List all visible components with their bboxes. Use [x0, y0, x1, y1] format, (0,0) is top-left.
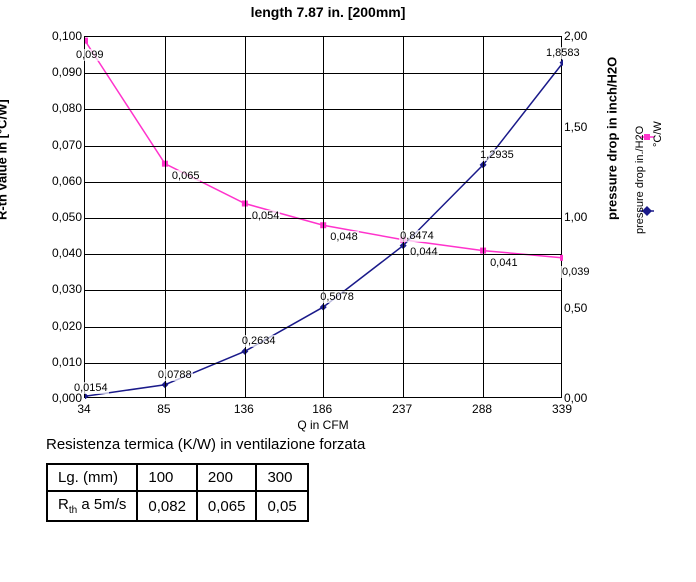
legend-label: pressure drop in./H2O	[634, 126, 646, 234]
y-right-axis-label: pressure drop in inch/H2O	[605, 57, 620, 220]
y-left-tick-label: 0,090	[40, 65, 82, 79]
table-cell: 0,065	[197, 491, 257, 521]
data-point-label: 0,041	[489, 257, 519, 269]
chart-legend: °C/W pressure drop in./H2O	[640, 130, 696, 260]
data-point-label: 0,8474	[399, 230, 435, 242]
data-point-label: 0,048	[329, 231, 359, 243]
x-tick-label: 85	[157, 402, 170, 416]
legend-label: °C/W	[652, 121, 664, 147]
x-tick-label: 186	[312, 402, 332, 416]
x-axis-label: Q in CFM	[84, 418, 562, 432]
y-right-tick-label: 0,00	[564, 391, 587, 405]
y-left-tick-label: 0,100	[40, 29, 82, 43]
page: length 7.87 in. [200mm] R-th value in [°…	[0, 0, 696, 522]
x-tick-label: 237	[392, 402, 412, 416]
table-cell: 100	[137, 464, 197, 491]
y-right-tick-label: 2,00	[564, 29, 587, 43]
data-point-label: 1,2935	[479, 149, 515, 161]
y-left-tick-label: 0,060	[40, 174, 82, 188]
x-tick-label: 136	[234, 402, 254, 416]
table-cell: Rth a 5m/s	[47, 491, 137, 521]
data-table: Lg. (mm) 100 200 300 Rth a 5m/s 0,082 0,…	[46, 463, 309, 522]
data-point-label: 0,5078	[319, 291, 355, 303]
data-point-label: 0,2634	[241, 335, 277, 347]
y-right-tick-label: 1,00	[564, 210, 587, 224]
data-point-label: 0,039	[561, 266, 591, 278]
y-left-tick-label: 0,000	[40, 391, 82, 405]
y-right-tick-label: 1,50	[564, 120, 587, 134]
table-cell: 200	[197, 464, 257, 491]
y-left-tick-label: 0,070	[40, 138, 82, 152]
x-tick-label: 288	[472, 402, 492, 416]
data-point-label: 1,8583	[545, 47, 581, 59]
data-point-label: 0,099	[75, 49, 105, 61]
table-cell: 0,05	[256, 491, 307, 521]
table-row: Lg. (mm) 100 200 300	[47, 464, 308, 491]
data-point-label: 0,0788	[157, 369, 193, 381]
y-right-tick-label: 0,50	[564, 301, 587, 315]
y-left-tick-label: 0,050	[40, 210, 82, 224]
y-left-tick-label: 0,010	[40, 355, 82, 369]
legend-item-pdrop: pressure drop in./H2O	[640, 204, 696, 230]
y-left-tick-label: 0,020	[40, 319, 82, 333]
table-cell: Lg. (mm)	[47, 464, 137, 491]
data-point-label: 0,044	[409, 246, 439, 258]
y-left-tick-label: 0,080	[40, 101, 82, 115]
y-left-tick-label: 0,030	[40, 282, 82, 296]
plot-area: 0,0990,0650,0540,0480,0440,0410,0390,015…	[84, 36, 562, 398]
chart: R-th value in [°C/W] pressure drop in in…	[0, 20, 696, 430]
data-point-label: 0,065	[171, 170, 201, 182]
y-left-tick-label: 0,040	[40, 246, 82, 260]
data-point-label: 0,054	[251, 210, 281, 222]
y-left-axis-label: R-th value in [°C/W]	[0, 99, 10, 220]
chart-title: length 7.87 in. [200mm]	[0, 4, 696, 20]
table-caption: Resistenza termica (K/W) in ventilazione…	[46, 436, 696, 453]
table-cell: 300	[256, 464, 307, 491]
legend-item-rth: °C/W	[640, 130, 696, 144]
table-cell: 0,082	[137, 491, 197, 521]
table-row: Rth a 5m/s 0,082 0,065 0,05	[47, 491, 308, 521]
